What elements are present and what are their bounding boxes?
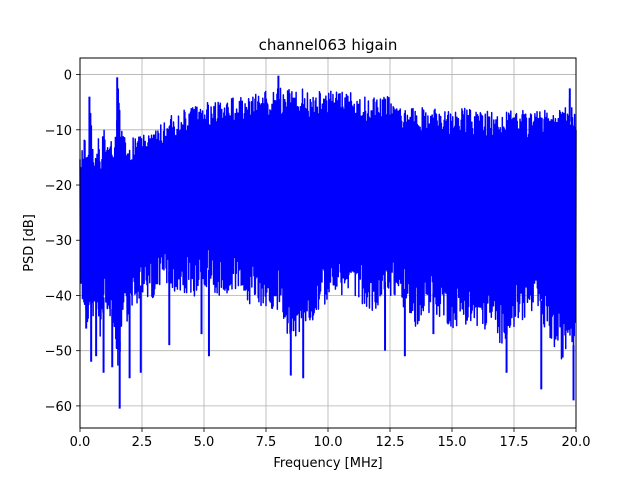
- chart-title: channel063 higain: [259, 36, 398, 54]
- y-tick-label: −60: [45, 400, 72, 415]
- x-axis-ticks: 0.0 2.5 5.0 7.5 10.0 12.5 15.0 17.5 20.0: [70, 428, 591, 450]
- y-tick-label: 0: [64, 69, 72, 84]
- x-tick-label: 10.0: [314, 435, 343, 450]
- x-tick-label: 20.0: [562, 435, 591, 450]
- y-tick-label: −30: [45, 234, 72, 249]
- x-tick-label: 17.5: [500, 435, 529, 450]
- x-tick-label: 15.0: [438, 435, 467, 450]
- psd-series-line: [79, 87, 577, 366]
- x-tick-label: 12.5: [376, 435, 405, 450]
- x-tick-label: 7.5: [256, 435, 277, 450]
- x-tick-label: 0.0: [70, 435, 91, 450]
- y-axis-ticks: 0 −10 −20 −30 −40 −50 −60: [45, 69, 80, 415]
- x-tick-label: 2.5: [132, 435, 153, 450]
- y-tick-label: −50: [45, 345, 72, 360]
- y-tick-label: −40: [45, 289, 72, 304]
- y-axis-label: PSD [dB]: [22, 214, 37, 272]
- y-tick-label: −10: [45, 124, 72, 139]
- plot-area: [79, 75, 577, 409]
- x-tick-label: 5.0: [194, 435, 215, 450]
- y-tick-label: −20: [45, 179, 72, 194]
- x-axis-label: Frequency [MHz]: [273, 456, 382, 471]
